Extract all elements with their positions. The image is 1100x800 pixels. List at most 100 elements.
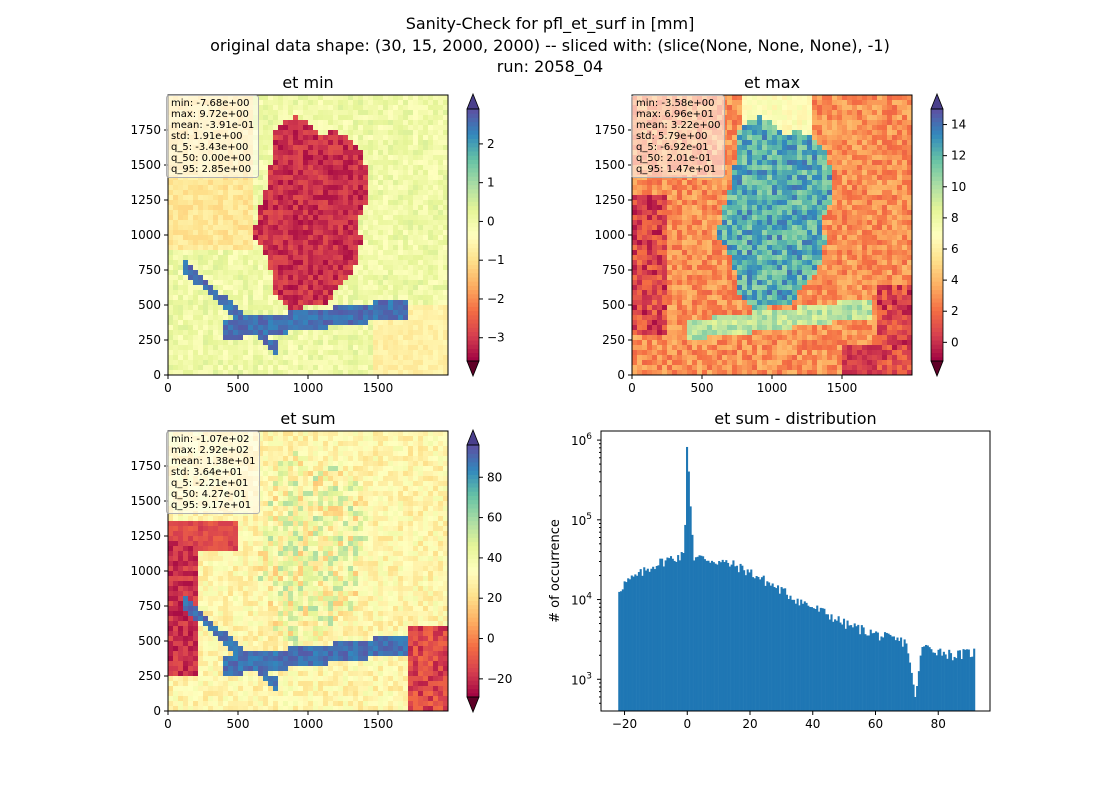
heatmap-cell bbox=[268, 160, 274, 166]
heatmap-cell bbox=[727, 225, 733, 231]
heatmap-cell bbox=[867, 155, 873, 161]
heatmap-cell bbox=[732, 250, 738, 256]
heatmap-cell bbox=[213, 195, 219, 201]
heatmap-cell bbox=[298, 200, 304, 206]
heatmap-cell bbox=[333, 360, 339, 366]
heatmap-cell bbox=[837, 235, 843, 241]
heatmap-cell bbox=[852, 135, 858, 141]
heatmap-cell bbox=[188, 315, 194, 321]
heatmap-cell bbox=[667, 235, 673, 241]
heatmap-cell bbox=[443, 260, 449, 266]
heatmap-cell bbox=[393, 170, 399, 176]
heatmap-cell bbox=[872, 230, 878, 236]
heatmap-cell bbox=[852, 145, 858, 151]
heatmap-cell bbox=[438, 280, 444, 286]
heatmap-cell bbox=[687, 180, 693, 186]
heatmap-cell bbox=[273, 205, 279, 211]
heatmap-cell bbox=[438, 120, 444, 126]
heatmap-cell bbox=[313, 110, 319, 116]
heatmap-cell bbox=[423, 235, 429, 241]
heatmap-cell bbox=[318, 290, 324, 296]
heatmap-cell bbox=[782, 130, 788, 136]
heatmap-cell bbox=[887, 205, 893, 211]
heatmap-cell bbox=[777, 150, 783, 156]
heatmap-cell bbox=[438, 340, 444, 346]
heatmap-cell bbox=[208, 290, 214, 296]
heatmap-cell bbox=[667, 195, 673, 201]
heatmap-cell bbox=[907, 175, 913, 181]
heatmap-cell bbox=[682, 205, 688, 211]
heatmap-cell bbox=[702, 190, 708, 196]
heatmap-cell bbox=[213, 250, 219, 256]
heatmap-cell bbox=[213, 360, 219, 366]
heatmap-cell bbox=[333, 255, 339, 261]
heatmap-cell bbox=[293, 130, 299, 136]
heatmap-cell bbox=[423, 115, 429, 121]
heatmap-cell bbox=[772, 165, 778, 171]
heatmap-cell bbox=[298, 215, 304, 221]
heatmap-cell bbox=[877, 140, 883, 146]
heatmap-cell bbox=[403, 165, 409, 171]
heatmap-cell bbox=[343, 270, 349, 276]
heatmap-cell bbox=[263, 265, 269, 271]
heatmap-cell bbox=[428, 185, 434, 191]
heatmap-cell bbox=[343, 210, 349, 216]
heatmap-cell bbox=[263, 210, 269, 216]
heatmap-cell bbox=[383, 340, 389, 346]
heatmap-cell bbox=[388, 200, 394, 206]
heatmap-cell bbox=[208, 300, 214, 306]
heatmap-cell bbox=[253, 235, 259, 241]
heatmap-cell bbox=[443, 300, 449, 306]
heatmap-cell bbox=[737, 215, 743, 221]
heatmap-cell bbox=[867, 220, 873, 226]
heatmap-cell bbox=[433, 360, 439, 366]
heatmap-cell bbox=[667, 245, 673, 251]
heatmap-cell bbox=[802, 185, 808, 191]
heatmap-cell bbox=[842, 190, 848, 196]
heatmap-cell bbox=[173, 180, 179, 186]
heatmap-cell bbox=[443, 355, 449, 361]
heatmap-cell bbox=[742, 230, 748, 236]
heatmap-cell bbox=[433, 100, 439, 106]
heatmap-cell bbox=[812, 165, 818, 171]
heatmap-cell bbox=[383, 145, 389, 151]
colorbar-tick-label: −2 bbox=[487, 292, 505, 306]
heatmap-cell bbox=[298, 185, 304, 191]
heatmap-cell bbox=[173, 320, 179, 326]
heatmap-cell bbox=[902, 155, 908, 161]
heatmap-cell bbox=[657, 225, 663, 231]
heatmap-cell bbox=[348, 105, 354, 111]
heatmap-cell bbox=[762, 110, 768, 116]
heatmap-cell bbox=[308, 195, 314, 201]
heatmap-cell bbox=[398, 270, 404, 276]
heatmap-cell bbox=[308, 215, 314, 221]
heatmap-cell bbox=[283, 250, 289, 256]
heatmap-cell bbox=[667, 185, 673, 191]
heatmap-cell bbox=[423, 95, 429, 101]
heatmap-cell bbox=[268, 270, 274, 276]
heatmap-cell bbox=[782, 100, 788, 106]
heatmap-cell bbox=[423, 290, 429, 296]
heatmap-cell bbox=[303, 325, 309, 331]
heatmap-cell bbox=[293, 145, 299, 151]
heatmap-cell bbox=[677, 235, 683, 241]
heatmap-cell bbox=[652, 245, 658, 251]
heatmap-cell bbox=[787, 240, 793, 246]
heatmap-cell bbox=[433, 280, 439, 286]
heatmap-cell bbox=[278, 140, 284, 146]
heatmap-cell bbox=[413, 260, 419, 266]
heatmap-cell bbox=[343, 245, 349, 251]
heatmap-cell bbox=[288, 215, 294, 221]
heatmap-cell bbox=[378, 125, 384, 131]
heatmap-cell bbox=[812, 95, 818, 101]
heatmap-cell bbox=[697, 250, 703, 256]
heatmap-cell bbox=[413, 120, 419, 126]
heatmap-cell bbox=[248, 240, 254, 246]
heatmap-cell bbox=[198, 185, 204, 191]
heatmap-cell bbox=[368, 280, 374, 286]
heatmap-cell bbox=[752, 95, 758, 101]
heatmap-cell bbox=[757, 145, 763, 151]
heatmap-cell bbox=[867, 205, 873, 211]
heatmap-cell bbox=[373, 140, 379, 146]
heatmap-cell bbox=[278, 315, 284, 321]
